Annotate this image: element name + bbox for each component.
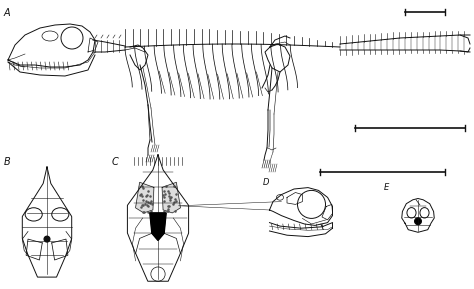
Circle shape	[44, 236, 50, 242]
Polygon shape	[150, 213, 166, 240]
Text: C: C	[112, 157, 119, 167]
Circle shape	[415, 218, 421, 225]
Text: A: A	[4, 8, 10, 18]
Polygon shape	[162, 182, 181, 213]
Text: D: D	[263, 178, 270, 187]
Text: E: E	[384, 183, 389, 192]
Polygon shape	[136, 182, 154, 213]
Text: B: B	[4, 157, 11, 167]
